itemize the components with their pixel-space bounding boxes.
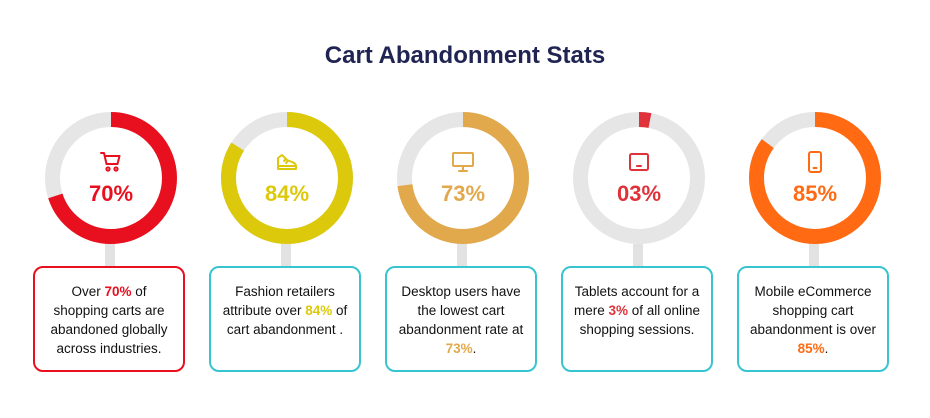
donut-arc-85 — [749, 112, 881, 244]
donut-svg — [749, 112, 881, 244]
connector — [809, 244, 819, 266]
donut-svg — [45, 112, 177, 244]
description-card: Mobile eCommerce shopping cart abandonme… — [737, 266, 889, 372]
percent-value: 84% — [264, 181, 310, 206]
percent-value: 85% — [792, 181, 838, 206]
description-card: Fashion retailers attribute over 84% of … — [209, 266, 361, 372]
donut-ring — [573, 112, 705, 244]
donut-track — [573, 112, 705, 244]
mobile-phone-icon — [803, 150, 827, 174]
donut-arc-3 — [573, 112, 705, 244]
desktop-icon — [451, 150, 475, 174]
highlight-value: 70% — [104, 284, 132, 299]
stat-desktop: 73% Desktop users have the lowest cart a… — [385, 112, 561, 382]
donut-arc-73 — [397, 112, 529, 244]
description-card: Over 70% of shopping carts are abandoned… — [33, 266, 185, 372]
percent-value: 03% — [616, 181, 662, 206]
description-card: Tablets account for a mere 3% of all onl… — [561, 266, 713, 372]
donut-svg — [221, 112, 353, 244]
donut-ring — [749, 112, 881, 244]
connector — [281, 244, 291, 266]
donut-ring — [45, 112, 177, 244]
stat-fashion: 84% Fashion retailers attribute over 84%… — [209, 112, 385, 382]
stat-cart: 70% Over 70% of shopping carts are aband… — [33, 112, 209, 382]
stat-tablet: 03% Tablets account for a mere 3% of all… — [561, 112, 737, 382]
stat-mobile: 85% Mobile eCommerce shopping cart aband… — [737, 112, 913, 382]
highlight-value: 84% — [305, 303, 333, 318]
donut-ring — [221, 112, 353, 244]
connector — [457, 244, 467, 266]
donut-arc-84 — [221, 112, 353, 244]
connector — [633, 244, 643, 266]
donut-svg — [573, 112, 705, 244]
percent-value: 70% — [88, 181, 134, 206]
connector — [105, 244, 115, 266]
sneaker-icon — [275, 150, 299, 174]
highlight-value: 73% — [445, 341, 473, 356]
highlight-value: 3% — [608, 303, 628, 318]
description-card: Desktop users have the lowest cart aband… — [385, 266, 537, 372]
highlight-value: 85% — [797, 341, 825, 356]
donut-ring — [397, 112, 529, 244]
donut-arc-70 — [45, 112, 177, 244]
cart-icon — [99, 150, 123, 174]
percent-value: 73% — [440, 181, 486, 206]
chart-title: Cart Abandonment Stats — [324, 42, 606, 69]
tablet-icon — [627, 150, 651, 174]
donut-svg — [397, 112, 529, 244]
